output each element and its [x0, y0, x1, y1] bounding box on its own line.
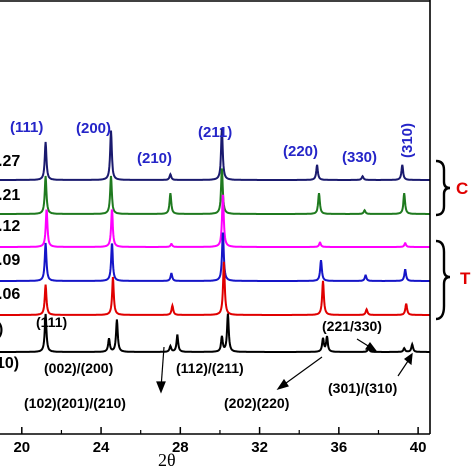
arrow-202-head — [276, 378, 289, 391]
series-layer — [0, 128, 430, 353]
x-tick-label-40: 40 — [410, 439, 427, 456]
annotation-top-111: (111) — [10, 119, 43, 136]
axis-layer — [0, 0, 431, 435]
annotation-bottom-202-220: (202)(220) — [224, 395, 289, 411]
arrow-210 — [160, 346, 165, 389]
annotation-top-211: (211) — [198, 124, 232, 141]
annotation-top-200: (200) — [76, 120, 111, 137]
arrow-202 — [281, 356, 323, 387]
arrow-301-head — [404, 352, 413, 366]
series-label-27: .27 — [0, 153, 20, 170]
annotation-bottom-002-200: (002)/(200) — [44, 360, 113, 376]
annotation-bottom-112-211: (112)/(211) — [176, 360, 244, 376]
annotation-top-220: (220) — [283, 143, 318, 160]
x-tick-label-24: 24 — [93, 439, 110, 456]
x-tick-label-20: 20 — [13, 439, 30, 456]
x-tick-label-32: 32 — [251, 439, 268, 456]
series-label-06: .06 — [0, 286, 20, 303]
series-label-09: .09 — [0, 252, 20, 269]
series-line-3 — [0, 194, 430, 248]
annotation-bottom-102-201-210: (102)(201)/(210) — [24, 395, 126, 411]
series-line-4 — [0, 232, 430, 282]
tick-layer: 20 24 28 32 36 40 — [13, 427, 426, 456]
top-annotations: (111) (200) (210) (211) (220) (330) (310… — [10, 119, 416, 167]
series-line-1 — [0, 128, 430, 181]
x-tick-label-36: 36 — [331, 439, 348, 456]
x-axis-label: 2θ — [158, 450, 176, 470]
braces — [435, 159, 451, 321]
series-label-bottom-partial: ) — [0, 321, 3, 338]
x-tick-label-28: 28 — [172, 439, 189, 456]
annotation-top-210: (210) — [137, 150, 172, 167]
brace-t — [435, 239, 451, 321]
annotation-top-310: (310) — [399, 123, 416, 158]
brace-c — [435, 159, 451, 217]
series-line-5 — [0, 261, 430, 316]
series-label-12: .12 — [0, 218, 20, 235]
series-line-6 — [0, 313, 430, 353]
series-label-21: .21 — [0, 187, 20, 204]
annotation-bottom-301-310: (301)/(310) — [328, 380, 397, 396]
arrow-210-head — [156, 381, 166, 394]
annotation-top-330: (330) — [342, 149, 377, 166]
annotation-arrows — [156, 338, 413, 394]
annotation-bottom-111: (111) — [36, 314, 67, 330]
bracket-label-t: T — [460, 269, 471, 288]
series-labels: .27 .21 .12 .09 .06 ) 10) — [0, 153, 20, 372]
series-label-bottom-partial-2: 10) — [0, 355, 19, 372]
bottom-annotations: (111) (002)/(200) (102)(201)/(210) (112)… — [24, 314, 397, 411]
annotation-bottom-221-330: (221/330) — [322, 318, 382, 334]
bracket-labels: C T — [456, 179, 471, 288]
arrow-221-head — [365, 341, 378, 352]
series-line-2 — [0, 168, 430, 215]
bracket-label-c: C — [456, 179, 468, 198]
